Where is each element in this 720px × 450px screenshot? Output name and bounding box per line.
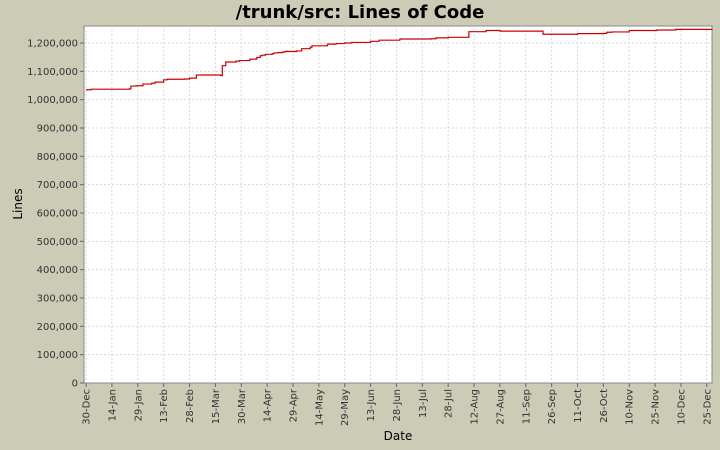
x-tick-label: 28-Feb bbox=[185, 389, 196, 423]
x-tick-label: 14-May bbox=[314, 389, 325, 426]
chart-title: /trunk/src: Lines of Code bbox=[236, 2, 485, 23]
x-tick-label: 10-Nov bbox=[625, 389, 636, 425]
x-tick-label: 13-Jun bbox=[366, 389, 377, 422]
gridlines bbox=[84, 26, 712, 383]
x-tick-label: 13-Feb bbox=[159, 389, 170, 423]
y-tick-label: 600,000 bbox=[37, 209, 78, 220]
x-tick-label: 11-Oct bbox=[573, 389, 584, 423]
x-tick-label: 29-May bbox=[340, 389, 351, 426]
y-tick-label: 1,200,000 bbox=[27, 39, 78, 50]
x-tick-label: 25-Nov bbox=[651, 389, 662, 425]
x-axis: 30-Dec 14-Jan 29-Jan 13-Feb 28-Feb 15-Mar 30-M… bbox=[82, 383, 713, 426]
y-tick-label: 300,000 bbox=[37, 294, 78, 305]
y-tick-label: 500,000 bbox=[37, 237, 78, 248]
x-tick-label: 30-Dec bbox=[82, 389, 93, 425]
x-tick-label: 29-Jan bbox=[133, 389, 144, 421]
x-tick-label: 28-Jun bbox=[392, 389, 403, 422]
y-tick-label: 400,000 bbox=[37, 265, 78, 276]
y-axis: 0 100,000 200,000 300,000 400,000 500,000 600,… bbox=[27, 39, 84, 390]
x-axis-label: Date bbox=[384, 429, 413, 443]
y-tick-label: 800,000 bbox=[37, 152, 78, 163]
lines-of-code-line bbox=[86, 28, 713, 91]
y-tick-label: 1,100,000 bbox=[27, 67, 78, 78]
x-tick-label: 28-Jul bbox=[444, 389, 455, 418]
y-tick-label: 1,000,000 bbox=[27, 95, 78, 106]
x-tick-label: 13-Jul bbox=[418, 389, 429, 418]
x-tick-label: 30-Mar bbox=[237, 388, 248, 424]
x-tick-label: 29-Apr bbox=[288, 388, 299, 422]
x-tick-label: 15-Mar bbox=[211, 388, 222, 424]
x-tick-label: 27-Aug bbox=[495, 389, 506, 425]
x-tick-label: 11-Sep bbox=[521, 389, 532, 424]
x-tick-label: 10-Dec bbox=[676, 389, 687, 425]
x-tick-label: 12-Aug bbox=[470, 389, 481, 425]
y-tick-label: 200,000 bbox=[37, 322, 78, 333]
x-tick-label: 25-Dec bbox=[702, 389, 713, 425]
plot-area bbox=[83, 25, 713, 384]
y-tick-label: 0 bbox=[72, 379, 78, 390]
x-tick-label: 26-Oct bbox=[599, 389, 610, 423]
x-tick-label: 14-Apr bbox=[263, 388, 274, 422]
y-tick-label: 100,000 bbox=[37, 350, 78, 361]
x-tick-label: 26-Sep bbox=[547, 389, 558, 424]
y-tick-label: 700,000 bbox=[37, 180, 78, 191]
y-tick-label: 900,000 bbox=[37, 124, 78, 135]
x-tick-label: 14-Jan bbox=[107, 389, 118, 421]
y-axis-label: Lines bbox=[11, 188, 25, 219]
